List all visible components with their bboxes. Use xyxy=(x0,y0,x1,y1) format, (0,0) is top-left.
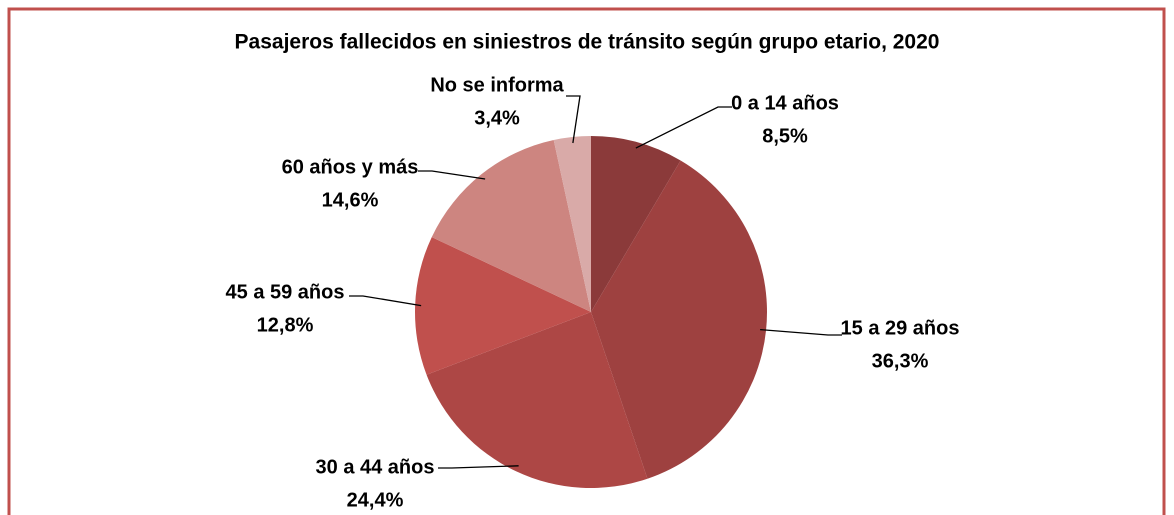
leader-line xyxy=(566,95,581,144)
slice-label: 45 a 59 años xyxy=(226,281,345,303)
value-label: 14,6% xyxy=(322,189,379,211)
value-label: 3,4% xyxy=(474,107,520,129)
leader-line xyxy=(349,295,422,307)
pie-slice xyxy=(414,237,591,375)
slice-label: 15 a 29 años xyxy=(841,317,960,339)
leader-line xyxy=(418,170,486,180)
value-label: 24,4% xyxy=(347,489,404,511)
pie-slice xyxy=(553,136,591,312)
slice-label: 30 a 44 años xyxy=(316,456,435,478)
pie-slice xyxy=(591,160,768,479)
leader-line xyxy=(635,106,732,149)
value-label: 36,3% xyxy=(872,350,929,372)
slice-label: 60 años y más xyxy=(282,156,419,178)
value-label: 8,5% xyxy=(762,125,808,147)
pie-slice xyxy=(591,136,681,312)
leader-line xyxy=(760,328,842,336)
chart-title: Pasajeros fallecidos en siniestros de tr… xyxy=(235,31,940,54)
pie-slice xyxy=(431,140,591,312)
pie-slice xyxy=(426,312,648,488)
leader-line xyxy=(438,465,519,469)
value-label: 12,8% xyxy=(257,314,314,336)
slice-label: No se informa xyxy=(430,74,564,96)
slice-label: 0 a 14 años xyxy=(731,92,839,114)
